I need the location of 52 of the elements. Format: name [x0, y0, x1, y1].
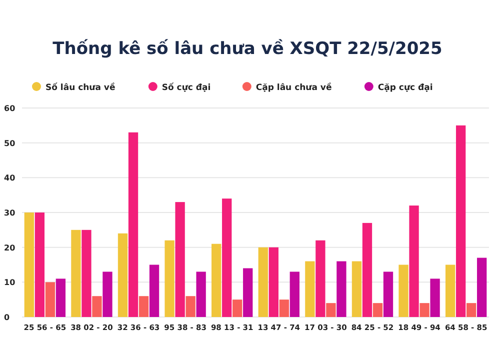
bar: [175, 202, 185, 317]
bar: [336, 261, 346, 317]
bar: [430, 278, 440, 317]
bar: [118, 233, 128, 317]
bar: [222, 198, 232, 317]
bar: [45, 282, 56, 317]
bar: [290, 272, 300, 317]
bar: [138, 296, 149, 317]
bar: [409, 206, 419, 317]
bar: [352, 261, 362, 317]
y-tick-label: 60: [4, 104, 16, 113]
bar: [71, 230, 81, 317]
bar: [326, 303, 336, 317]
bar: [56, 278, 66, 317]
y-tick-label: 40: [4, 174, 16, 183]
bar: [196, 272, 206, 317]
y-tick-label: 20: [4, 243, 16, 252]
bar: [258, 247, 268, 317]
bar: [476, 258, 487, 317]
bar: [268, 247, 278, 317]
bar: [82, 230, 92, 317]
bar: [186, 296, 196, 317]
bar: [232, 300, 242, 317]
bar: [24, 212, 34, 317]
bar: [34, 212, 45, 317]
legend-label: Số cực đại: [162, 82, 211, 93]
bar: [164, 240, 174, 317]
legend-label: Số lâu chưa về: [46, 82, 116, 93]
bar: [102, 272, 112, 317]
bar: [362, 222, 372, 317]
bar: [466, 303, 476, 317]
bar: [420, 303, 430, 317]
y-tick-label: 10: [4, 278, 16, 288]
bar: [128, 132, 138, 317]
bar: [243, 268, 253, 317]
y-tick-label: 30: [4, 208, 16, 218]
legend-label: Cặp lâu chưa về: [256, 82, 332, 93]
bar: [456, 125, 466, 317]
legend-label: Cặp cực đại: [378, 83, 433, 93]
bar: [212, 244, 222, 317]
bar: [445, 264, 456, 317]
bar: [398, 264, 408, 317]
y-tick-label: 0: [4, 313, 10, 322]
bar: [372, 303, 383, 317]
bar: [383, 272, 394, 317]
bar: [316, 240, 326, 317]
bar: [305, 261, 315, 317]
y-tick-label: 50: [4, 138, 16, 148]
bar: [92, 296, 102, 317]
bar: [149, 264, 160, 317]
chart-title: Thống kê số lâu chưa về XSQT 22/5/2025: [52, 39, 442, 59]
bar: [279, 300, 289, 317]
